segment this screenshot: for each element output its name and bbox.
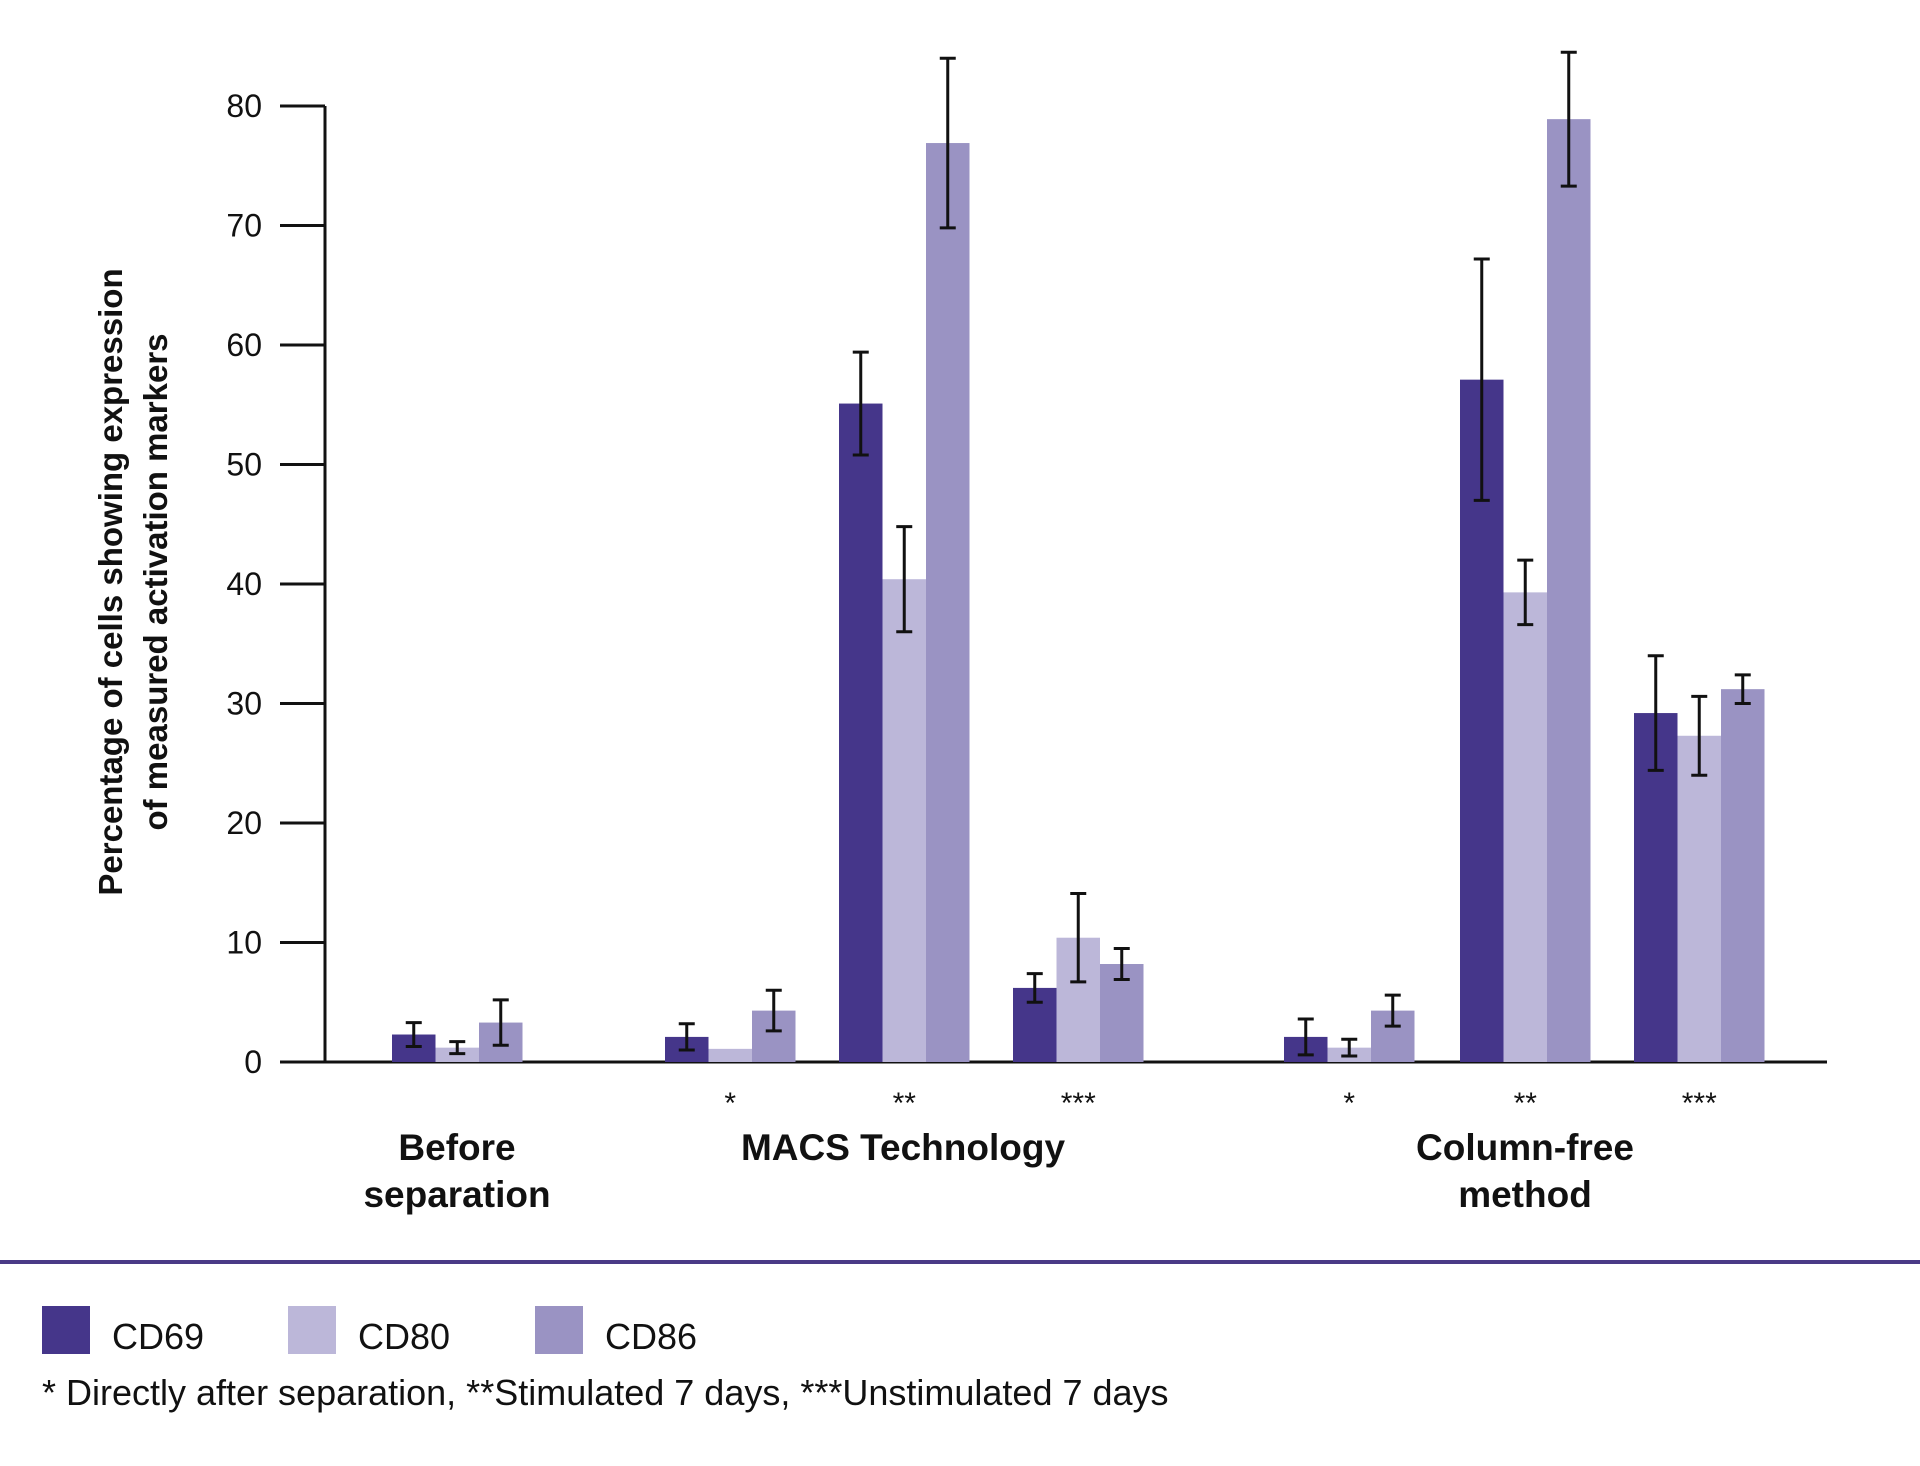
condition-marker: *** <box>1061 1087 1096 1120</box>
bar-chart: 0 10 20 30 40 50 60 70 80 Percentage of cells sho… <box>92 50 1827 1215</box>
condition-marker: * <box>1343 1087 1355 1120</box>
bar-cd80 <box>1677 735 1721 1062</box>
legend-swatch-cd69 <box>42 1306 90 1354</box>
group-label-line: Before <box>398 1127 515 1168</box>
bars <box>392 119 1765 1063</box>
bar-cd86 <box>1721 689 1765 1062</box>
bar-cd80 <box>1503 592 1547 1062</box>
condition-marker: ** <box>1514 1087 1538 1120</box>
bar-cd86 <box>926 143 970 1063</box>
footnote: * Directly after separation, **Stimulate… <box>42 1372 1169 1413</box>
legend-label-cd86: CD86 <box>605 1316 698 1357</box>
bar-cd80 <box>708 1048 752 1062</box>
y-tick-label: 70 <box>226 208 262 244</box>
condition-marker: * <box>724 1087 736 1120</box>
bar-cd86 <box>1547 119 1591 1062</box>
y-tick-label: 30 <box>226 686 262 722</box>
legend-label-cd69: CD69 <box>112 1316 205 1357</box>
axes <box>280 104 1827 1064</box>
group-label: Before separation <box>363 1127 550 1215</box>
y-tick-label: 60 <box>226 327 262 363</box>
bar-cd80 <box>882 579 926 1062</box>
y-axis-label-line: of measured activation markers <box>137 333 174 830</box>
group-label-line: separation <box>363 1174 550 1215</box>
group-label-line: method <box>1458 1174 1592 1215</box>
y-axis-label-line: Percentage of cells showing expression <box>92 268 129 895</box>
y-tick-label: 50 <box>226 447 262 483</box>
y-tick-label: 80 <box>226 88 262 124</box>
group-label: Column-free method <box>1416 1127 1634 1215</box>
axis-labels: 0 10 20 30 40 50 60 70 80 Percentage of cells sho… <box>92 88 1717 1215</box>
condition-marker: *** <box>1682 1087 1717 1120</box>
bar-cd69 <box>839 403 883 1062</box>
y-tick-label: 20 <box>226 805 262 841</box>
divider-line <box>0 1260 1920 1264</box>
legend-swatch-cd80 <box>288 1306 336 1354</box>
y-tick-label: 10 <box>226 925 262 961</box>
y-tick-label: 40 <box>226 566 262 602</box>
legend-swatch-cd86 <box>535 1306 583 1354</box>
error-bars <box>405 50 1751 1058</box>
group-label-line: Column-free <box>1416 1127 1634 1168</box>
condition-marker: ** <box>893 1087 917 1120</box>
group-label: MACS Technology <box>741 1127 1066 1168</box>
group-label-line: MACS Technology <box>741 1127 1066 1168</box>
legend-label-cd80: CD80 <box>358 1316 451 1357</box>
y-axis-label: Percentage of cells showing expression of… <box>92 268 174 895</box>
y-tick-label: 0 <box>244 1044 262 1080</box>
